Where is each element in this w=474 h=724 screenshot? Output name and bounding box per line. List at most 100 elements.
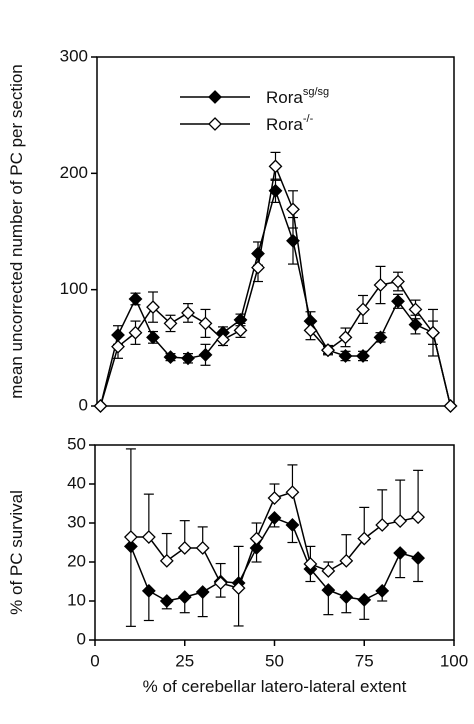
marker [111, 328, 125, 342]
marker [146, 300, 160, 315]
x-axis-label: % of cerebellar latero-lateral extent [143, 677, 407, 696]
error-bar [143, 493, 154, 538]
marker [195, 585, 210, 599]
marker [411, 551, 426, 566]
y-tick-label: 200 [60, 163, 88, 182]
marker [249, 531, 264, 546]
y-tick-label: 50 [67, 434, 86, 453]
marker [141, 583, 156, 598]
legend-name: Rora [266, 115, 303, 134]
marker [338, 349, 353, 363]
marker [286, 202, 300, 217]
error-bar [125, 546, 136, 627]
marker [268, 183, 283, 198]
marker [216, 332, 230, 347]
marker [233, 323, 248, 338]
marker [128, 292, 143, 306]
legend-label: Rora-/- [266, 113, 314, 134]
marker [141, 530, 156, 544]
y-tick-label: 0 [79, 395, 88, 414]
marker [375, 518, 390, 532]
series-line [130, 491, 419, 590]
marker [111, 339, 125, 354]
marker [181, 351, 195, 366]
marker [356, 349, 370, 363]
x-tick-label: 25 [175, 651, 194, 670]
marker [146, 330, 160, 345]
legend-marker [208, 117, 222, 131]
error-bar [413, 469, 424, 518]
marker [93, 399, 108, 413]
y-tick-label: 0 [77, 629, 86, 648]
y-tick-label: 100 [60, 279, 88, 298]
marker [426, 325, 440, 340]
marker [198, 316, 213, 331]
marker [213, 576, 228, 590]
y-tick-label: 20 [67, 551, 86, 570]
legend-superscript: sg/sg [303, 86, 329, 98]
legend-name: Rora [266, 88, 303, 107]
marker [163, 316, 178, 331]
marker [373, 330, 388, 345]
marker [321, 564, 336, 578]
marker [181, 306, 195, 320]
error-bar [125, 448, 136, 538]
marker [195, 541, 210, 555]
x-tick-label: 75 [355, 651, 374, 670]
marker [163, 350, 178, 365]
legend-superscript: -/- [303, 113, 314, 125]
marker [123, 539, 138, 554]
marker [267, 491, 282, 505]
x-tick-label: 100 [440, 651, 468, 670]
marker [408, 302, 423, 317]
marker [159, 594, 174, 608]
marker [231, 581, 246, 596]
marker [391, 274, 405, 289]
x-tick-label: 50 [265, 651, 284, 670]
marker [321, 343, 335, 358]
marker [303, 323, 318, 338]
marker [391, 294, 405, 309]
marker [373, 278, 388, 292]
marker [303, 557, 318, 571]
marker [375, 583, 390, 598]
marker [268, 159, 283, 174]
legend-marker [208, 90, 222, 104]
marker [356, 302, 370, 317]
marker [393, 546, 408, 560]
marker [393, 514, 408, 528]
marker [177, 590, 192, 605]
x-tick-label: 0 [90, 651, 99, 670]
y-axis-label: mean uncorrected number of PC per sectio… [7, 64, 26, 399]
marker [321, 583, 336, 597]
marker [357, 531, 372, 546]
plot-frame [96, 56, 455, 407]
marker [408, 317, 423, 332]
y-axis-label: % of PC survival [7, 490, 26, 615]
marker [285, 518, 300, 532]
marker [443, 399, 458, 413]
y-tick-label: 300 [60, 46, 88, 65]
y-tick-label: 40 [67, 473, 86, 492]
marker [249, 541, 264, 555]
marker [251, 246, 265, 261]
marker [339, 590, 354, 605]
marker [267, 511, 282, 525]
legend-label: Rorasg/sg [266, 86, 329, 107]
y-tick-label: 10 [67, 590, 86, 609]
marker [286, 233, 300, 248]
marker [128, 325, 143, 340]
marker [177, 541, 192, 555]
marker [339, 553, 354, 568]
marker [251, 260, 265, 275]
marker [123, 530, 138, 544]
marker [338, 330, 353, 345]
marker [198, 347, 213, 362]
y-tick-label: 30 [67, 512, 86, 531]
marker [159, 553, 174, 568]
marker [285, 485, 300, 500]
marker [357, 592, 372, 607]
marker [411, 510, 426, 525]
